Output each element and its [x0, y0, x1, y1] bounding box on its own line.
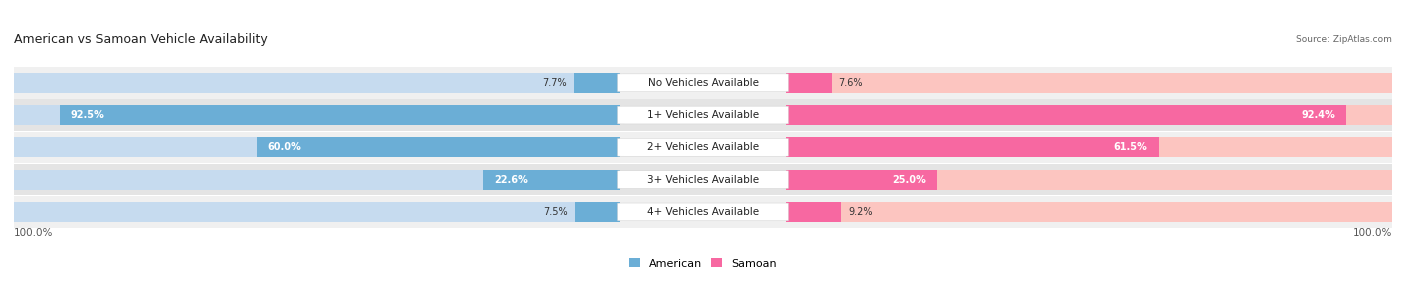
- Bar: [574, 73, 620, 93]
- Bar: [14, 99, 1392, 131]
- Text: No Vehicles Available: No Vehicles Available: [648, 78, 758, 88]
- FancyBboxPatch shape: [617, 138, 789, 156]
- Bar: [786, 73, 1392, 93]
- Bar: [786, 202, 1392, 222]
- Bar: [256, 137, 620, 157]
- Text: 25.0%: 25.0%: [893, 175, 927, 185]
- Bar: [14, 196, 1392, 228]
- Bar: [786, 73, 832, 93]
- FancyBboxPatch shape: [617, 203, 789, 221]
- Text: 7.5%: 7.5%: [543, 207, 568, 217]
- Text: 3+ Vehicles Available: 3+ Vehicles Available: [647, 175, 759, 185]
- Bar: [786, 105, 1346, 125]
- Bar: [14, 105, 620, 125]
- Bar: [14, 170, 620, 190]
- Bar: [14, 73, 620, 93]
- Text: 2+ Vehicles Available: 2+ Vehicles Available: [647, 142, 759, 152]
- Bar: [14, 67, 1392, 99]
- Bar: [786, 202, 841, 222]
- FancyBboxPatch shape: [617, 171, 789, 188]
- Text: 100.0%: 100.0%: [1353, 228, 1392, 238]
- Text: American vs Samoan Vehicle Availability: American vs Samoan Vehicle Availability: [14, 33, 267, 46]
- Text: 1+ Vehicles Available: 1+ Vehicles Available: [647, 110, 759, 120]
- Bar: [786, 137, 1159, 157]
- Bar: [14, 202, 620, 222]
- Text: 7.7%: 7.7%: [543, 78, 567, 88]
- Bar: [786, 170, 1392, 190]
- Text: 7.6%: 7.6%: [838, 78, 863, 88]
- Bar: [786, 105, 1392, 125]
- Bar: [786, 170, 938, 190]
- Text: 100.0%: 100.0%: [14, 228, 53, 238]
- Bar: [59, 105, 620, 125]
- Text: 92.4%: 92.4%: [1301, 110, 1334, 120]
- Bar: [575, 202, 620, 222]
- Legend: American, Samoan: American, Samoan: [624, 254, 782, 273]
- Text: 22.6%: 22.6%: [495, 175, 529, 185]
- Text: 4+ Vehicles Available: 4+ Vehicles Available: [647, 207, 759, 217]
- Text: Source: ZipAtlas.com: Source: ZipAtlas.com: [1296, 35, 1392, 44]
- Text: 92.5%: 92.5%: [70, 110, 104, 120]
- FancyBboxPatch shape: [617, 74, 789, 92]
- Bar: [14, 137, 620, 157]
- Text: 9.2%: 9.2%: [848, 207, 873, 217]
- Bar: [786, 137, 1392, 157]
- Bar: [484, 170, 620, 190]
- Bar: [14, 164, 1392, 195]
- Text: 60.0%: 60.0%: [267, 142, 301, 152]
- Bar: [14, 132, 1392, 163]
- Text: 61.5%: 61.5%: [1114, 142, 1147, 152]
- FancyBboxPatch shape: [617, 106, 789, 124]
